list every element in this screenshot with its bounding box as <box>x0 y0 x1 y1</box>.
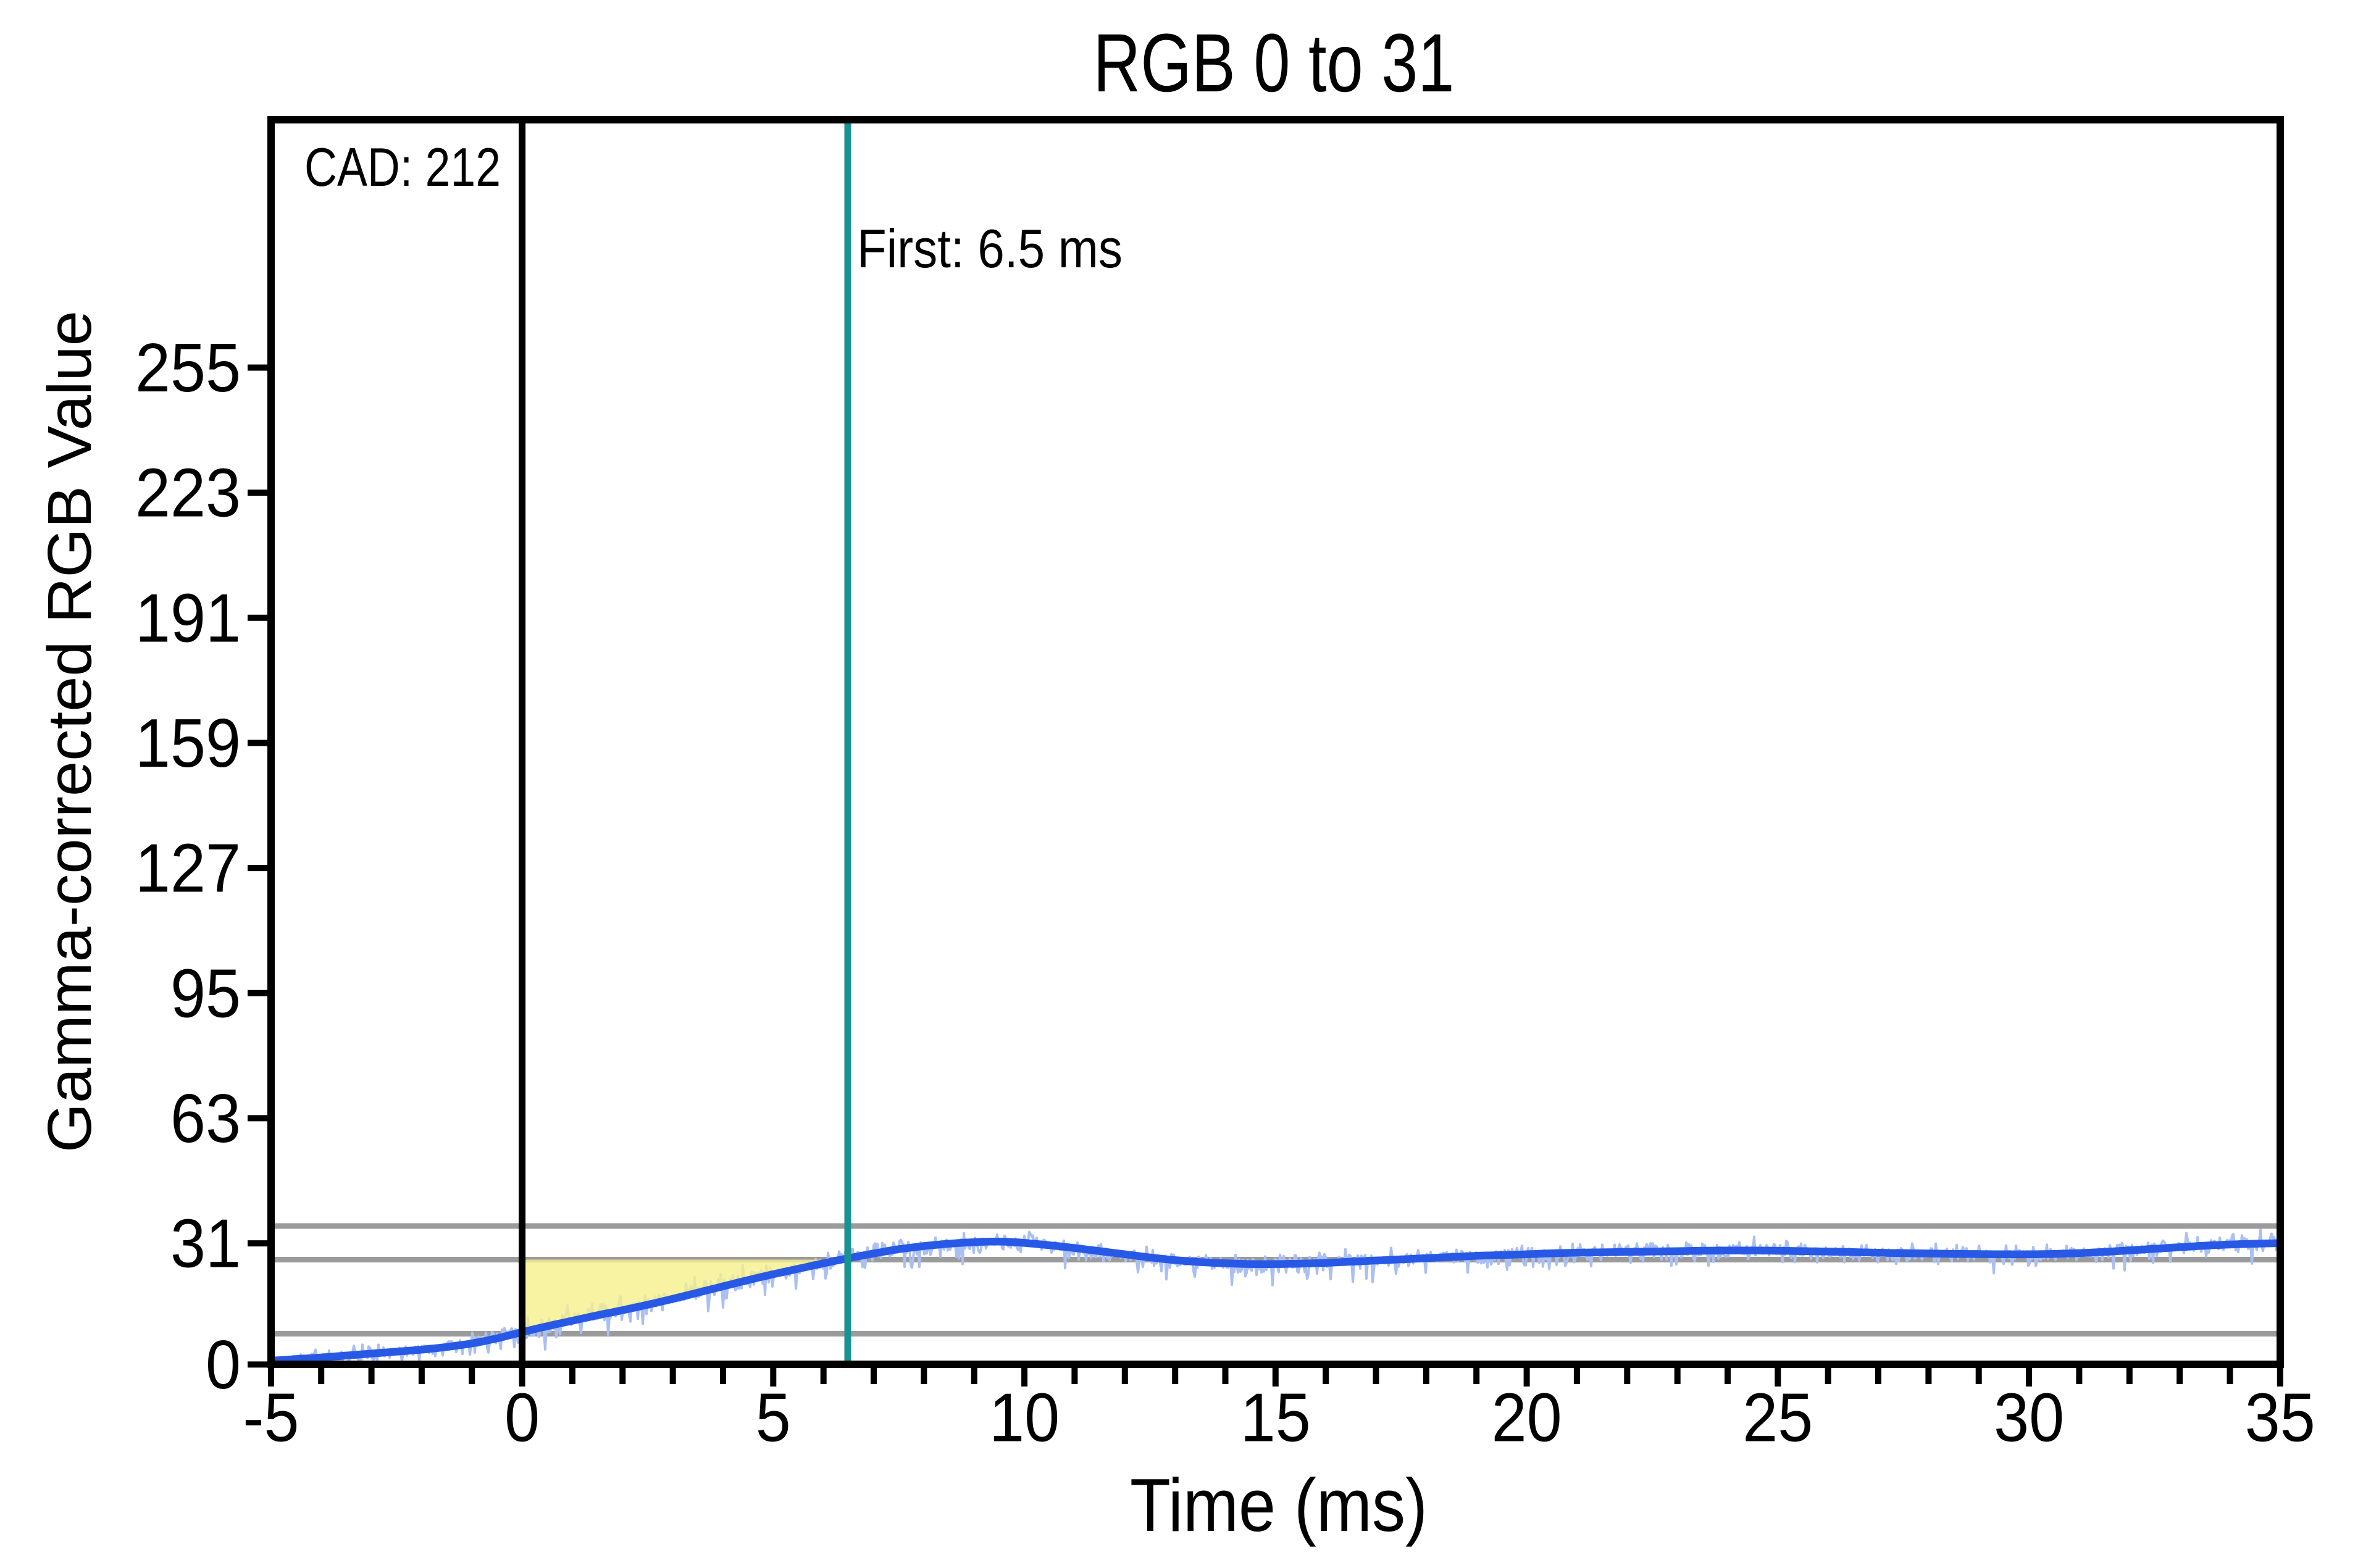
svg-text:Gamma-corrected RGB Value: Gamma-corrected RGB Value <box>35 311 104 1153</box>
svg-text:0: 0 <box>206 1327 241 1403</box>
svg-text:30: 30 <box>1994 1380 2064 1456</box>
svg-text:35: 35 <box>2245 1380 2315 1456</box>
svg-text:31: 31 <box>170 1206 241 1282</box>
svg-text:RGB 0 to 31: RGB 0 to 31 <box>1094 17 1455 109</box>
svg-text:25: 25 <box>1742 1380 1813 1456</box>
svg-text:191: 191 <box>135 580 241 656</box>
svg-text:95: 95 <box>170 955 241 1032</box>
svg-text:127: 127 <box>135 830 241 907</box>
svg-text:Time (ms): Time (ms) <box>1130 1463 1428 1547</box>
svg-text:First: 6.5 ms: First: 6.5 ms <box>857 218 1123 279</box>
svg-text:20: 20 <box>1492 1380 1562 1456</box>
svg-text:-5: -5 <box>243 1380 299 1456</box>
svg-text:255: 255 <box>135 330 241 406</box>
svg-text:159: 159 <box>135 705 241 782</box>
svg-text:223: 223 <box>135 455 241 532</box>
svg-text:0: 0 <box>504 1380 540 1456</box>
svg-text:63: 63 <box>170 1080 241 1157</box>
svg-text:5: 5 <box>756 1380 791 1456</box>
svg-text:CAD: 212: CAD: 212 <box>304 136 501 198</box>
svg-text:15: 15 <box>1240 1380 1311 1456</box>
svg-text:10: 10 <box>989 1380 1060 1456</box>
